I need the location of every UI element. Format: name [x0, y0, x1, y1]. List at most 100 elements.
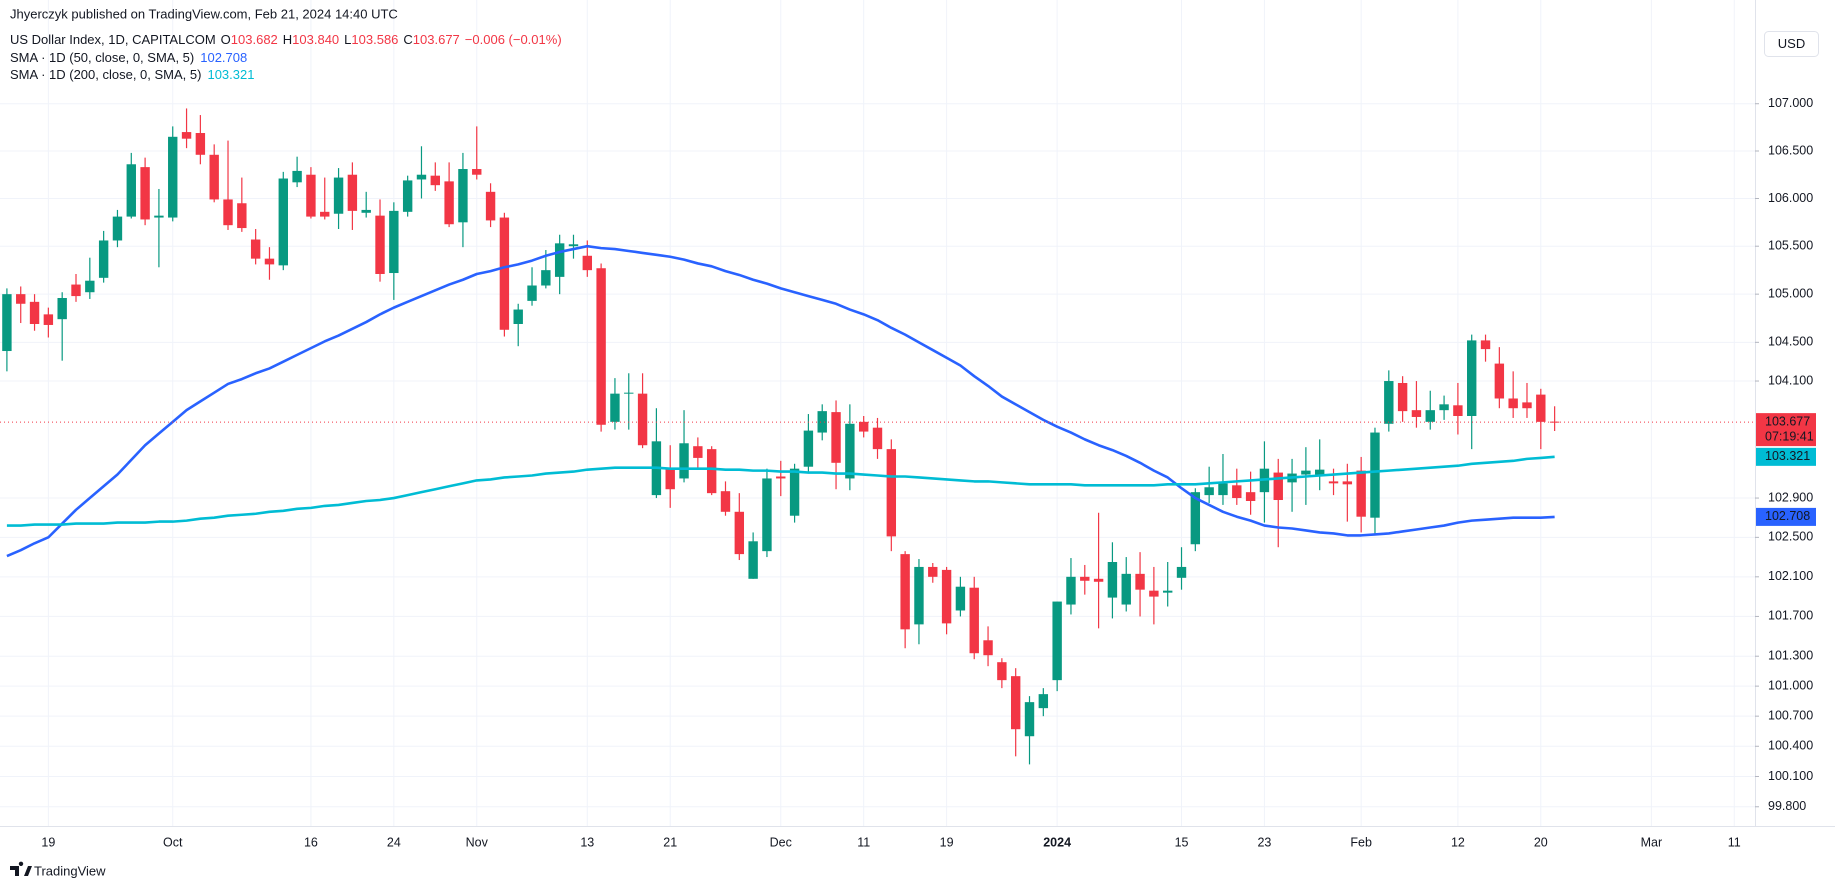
candle-body	[458, 169, 468, 223]
candle-body	[1467, 340, 1477, 416]
last-price-box	[1756, 413, 1816, 447]
candle-body	[1439, 404, 1449, 411]
y-tick-label: 104.500	[1768, 335, 1813, 349]
candle-body	[900, 554, 910, 630]
y-tick-label: 102.900	[1768, 490, 1813, 504]
candle-body	[817, 411, 827, 433]
published-note: Jhyerczyk published on TradingView.com, …	[10, 6, 398, 21]
candle-body	[389, 210, 399, 274]
candle-body	[706, 449, 717, 494]
candle-body	[1038, 694, 1049, 709]
candle-body	[1315, 469, 1325, 475]
x-tick-label: 23	[1257, 835, 1271, 849]
legend-ohlc-value: −0.006 (−0.01%)	[465, 32, 562, 47]
y-tick-label: 102.100	[1768, 569, 1813, 583]
candle-body	[306, 174, 316, 217]
candle-body	[209, 154, 219, 200]
candle-body	[928, 566, 938, 577]
currency-button[interactable]: USD	[1764, 31, 1819, 57]
candle-body	[250, 239, 261, 259]
candle-body	[485, 191, 496, 221]
legend-ohlc-key: O	[221, 32, 231, 47]
x-tick-label: Feb	[1350, 835, 1372, 849]
candle-body	[831, 412, 841, 463]
legend-series: SMA · 1D (50, close, 0, SMA, 5) 102.708	[10, 50, 247, 65]
x-tick-label: 15	[1175, 835, 1189, 849]
candle-body	[997, 662, 1007, 681]
x-tick-label: 13	[580, 835, 594, 849]
candle-body	[665, 468, 675, 490]
candle-body	[402, 180, 413, 212]
y-tick-label: 101.300	[1768, 649, 1813, 663]
x-tick-label: 21	[663, 835, 677, 849]
candle-body	[1508, 398, 1518, 409]
legend: US Dollar Index, 1D, CAPITALCOM O103.682 H…	[10, 32, 562, 82]
legend-ohlc-key: C	[403, 32, 412, 47]
sma-price-label: 103.321	[1765, 449, 1810, 463]
candle-body	[969, 587, 979, 654]
brand-icon[interactable]	[10, 861, 32, 876]
currency-button-box[interactable]	[1764, 31, 1819, 57]
candle-body	[29, 301, 40, 324]
candle-body	[983, 640, 993, 656]
candle-body	[1480, 340, 1491, 350]
legend-symbol: US Dollar Index, 1D, CAPITALCOM	[10, 32, 216, 47]
candle-body	[886, 449, 897, 537]
y-tick-label: 101.700	[1768, 609, 1813, 623]
x-tick-label: 12	[1451, 835, 1465, 849]
candle-body	[1135, 573, 1145, 590]
brand-logo[interactable]: TradingView	[10, 861, 106, 879]
y-tick-label: 105.500	[1768, 239, 1813, 253]
candle-body	[527, 285, 537, 301]
candle-body	[955, 586, 966, 611]
legend-ohlc-key: L	[344, 32, 351, 47]
candle-body	[1218, 483, 1228, 496]
candle-body	[154, 215, 164, 218]
candle-body	[596, 268, 606, 425]
y-tick-label: 105.000	[1768, 286, 1813, 300]
candle-body	[1107, 562, 1118, 598]
candle-body	[361, 209, 371, 213]
candle-body	[610, 393, 620, 422]
candle-body	[568, 244, 579, 247]
legend-series: SMA · 1D (200, close, 0, SMA, 5) 103.321	[10, 67, 254, 82]
sma-line	[6, 244, 1555, 558]
candle-body	[845, 423, 855, 479]
candle-body	[416, 174, 427, 180]
grid	[0, 0, 1755, 826]
candle-body	[1356, 470, 1366, 517]
x-tick-label: Nov	[466, 835, 489, 849]
y-tick-label: 101.000	[1768, 678, 1813, 692]
y-tick-label: 107.000	[1768, 96, 1813, 110]
candle-body	[499, 217, 510, 330]
candle-body	[1052, 601, 1062, 681]
y-tick-label: 100.700	[1768, 708, 1813, 722]
candle-body	[1453, 405, 1463, 416]
candle-body	[1273, 472, 1283, 501]
legend-ohlc-value: 103.682	[231, 32, 278, 47]
candle-body	[1162, 590, 1173, 593]
candle-body	[734, 511, 745, 555]
candle-body	[1190, 492, 1201, 545]
currency-label[interactable]: USD	[1778, 36, 1805, 51]
candle-body	[748, 541, 758, 579]
last-price-label: 103.677	[1765, 414, 1810, 428]
candle-body	[637, 393, 648, 446]
y-tick-label: 102.500	[1768, 530, 1813, 544]
candle-body	[679, 443, 689, 479]
brand-name[interactable]: TradingView	[34, 863, 106, 878]
legend-series-value: 102.708	[200, 50, 247, 65]
candle-body	[803, 430, 814, 467]
legend-series-name: SMA · 1D (50, close, 0, SMA, 5)	[10, 50, 194, 65]
legend-series-value: 103.321	[207, 67, 254, 82]
sma-line	[6, 455, 1555, 527]
candle-body	[126, 164, 136, 217]
x-tick-label: 11	[1728, 835, 1741, 849]
x-tick-label: 19	[940, 835, 954, 849]
candle-body	[789, 468, 800, 516]
candle-body	[914, 566, 924, 625]
axes: 107.000 106.500 106.000 105.500 105.000 104.5…	[41, 96, 1816, 849]
candle-body	[98, 240, 109, 278]
candle-body	[71, 284, 81, 297]
